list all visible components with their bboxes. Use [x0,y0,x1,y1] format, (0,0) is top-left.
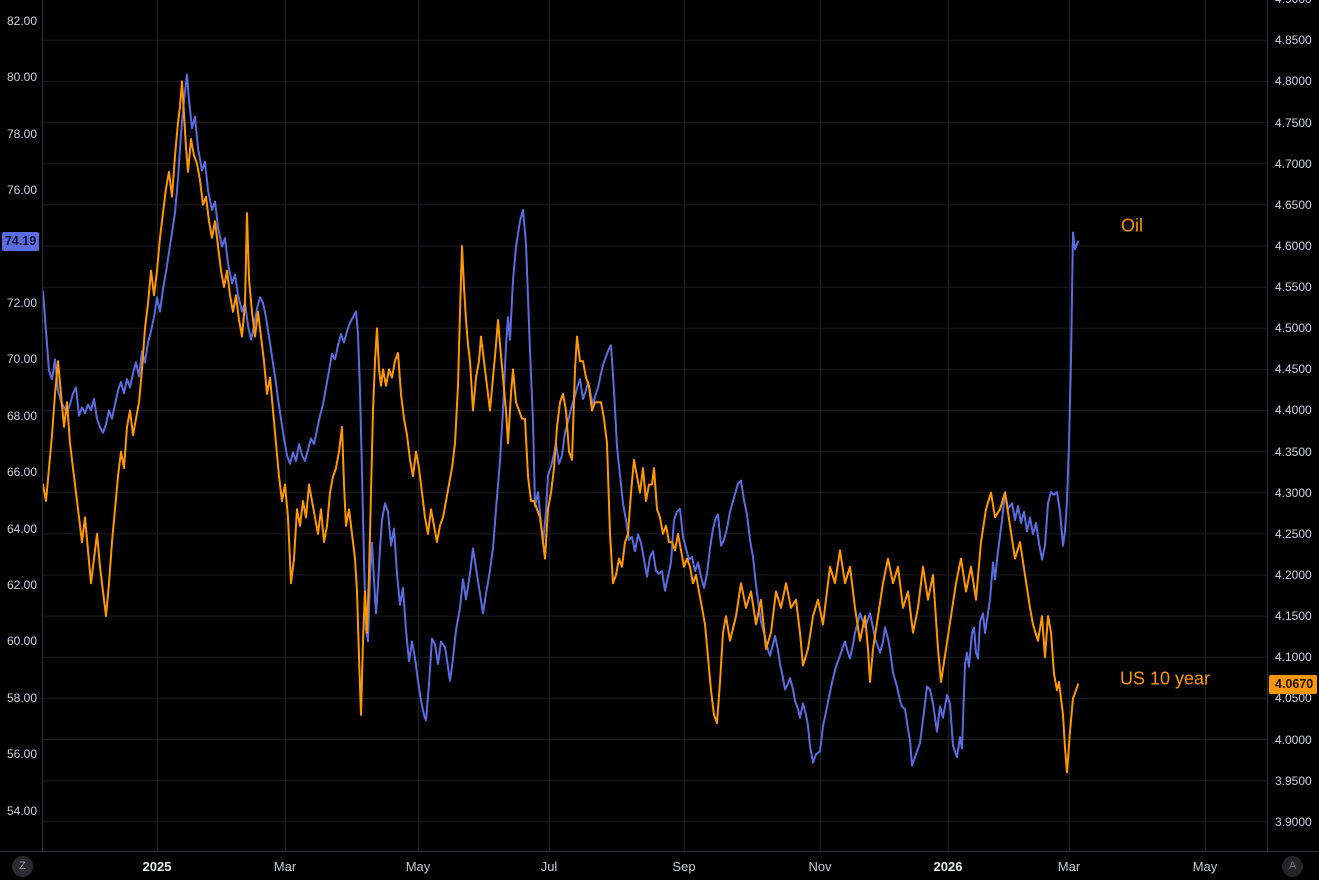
left-axis-tick-label: 78.00 [6,126,37,141]
left-axis-tick-label: 80.00 [6,70,37,85]
time-axis-label: 2025 [142,859,172,874]
time-axis-label: May [1192,859,1218,874]
timezone-button[interactable]: Z [12,856,33,877]
left-axis-tick-label: 70.00 [6,352,37,367]
right-axis-tick-label: 3.9000 [1275,814,1312,829]
left-axis-tick-label: 82.00 [6,14,37,28]
right-axis-tick-label: 4.3500 [1275,444,1312,459]
right-axis-tick-label: 4.5500 [1275,280,1312,295]
right-axis-tick-label: 4.6500 [1275,197,1312,212]
right-axis-tick-label: 4.8000 [1275,74,1312,89]
right-axis-tick-label: 4.8500 [1275,33,1312,48]
time-axis-label: Sep [672,859,696,874]
series-line-us-10-year[interactable] [42,80,1079,774]
auto-scale-button[interactable]: A [1282,856,1303,877]
time-axis-label: Mar [273,859,297,874]
right-axis-tick-label: 4.1500 [1275,609,1312,624]
right-axis-tick-label: 4.7500 [1275,115,1312,130]
price-chart-canvas[interactable] [0,0,1319,851]
us10y-last-price-badge: 4.0670 [1269,674,1317,694]
left-axis-tick-label: 58.00 [6,690,37,705]
right-axis-tick-label: 4.5000 [1275,321,1312,336]
right-axis-tick-label: 3.9500 [1275,773,1312,788]
left-axis-tick-label: 66.00 [6,465,37,480]
right-axis-tick-label: 4.4000 [1275,403,1312,418]
right-axis-tick-label: 4.7000 [1275,156,1312,171]
us10y-series-label[interactable]: US 10 year [1120,668,1211,689]
left-axis-tick-label: 62.00 [6,578,37,593]
left-axis-tick-label: 72.00 [6,296,37,311]
series-line-oil[interactable] [42,73,1079,767]
time-axis-label: May [405,859,431,874]
right-axis-tick-label: 4.3000 [1275,485,1312,500]
oil-series-label[interactable]: Oil [1121,215,1143,236]
oil-last-price-badge: 74.19 [2,231,39,251]
right-axis-tick-label: 4.0000 [1275,732,1312,747]
right-axis-tick-label: 4.1000 [1275,650,1312,665]
left-axis-tick-label: 54.00 [6,803,37,818]
left-axis-tick-label: 64.00 [6,521,37,536]
left-axis-tick-label: 76.00 [6,183,37,198]
right-axis-tick-label: 4.2000 [1275,568,1312,582]
right-axis-tick-label: 4.6000 [1275,238,1312,253]
time-axis-label: 2026 [933,859,963,874]
left-axis-tick-label: 68.00 [6,408,37,423]
right-axis-tick-label: 4.2500 [1275,526,1312,541]
time-axis-label: Nov [808,859,832,874]
time-axis-label: Jul [540,859,558,874]
right-price-axis-us10y[interactable]: 4.0670 4.9000 4.8500 4.8000 4.7500 4.7000 4.6… [1267,0,1319,851]
time-axis-label: Mar [1057,859,1081,874]
left-axis-tick-label: 56.00 [6,747,37,762]
right-axis-tick-label: 4.0500 [1275,691,1312,706]
right-axis-tick-label: 4.4500 [1275,362,1312,377]
left-price-axis-oil[interactable]: 74.19 82.0080.0078.0076.0074.0072.0070.0… [0,0,43,851]
left-axis-tick-label: 60.00 [6,634,37,649]
right-axis-tick-label: 4.9000 [1275,0,1312,6]
time-axis[interactable]: Z A 2025 Mar May Jul Sep Nov 2026 Mar May [0,851,1319,880]
